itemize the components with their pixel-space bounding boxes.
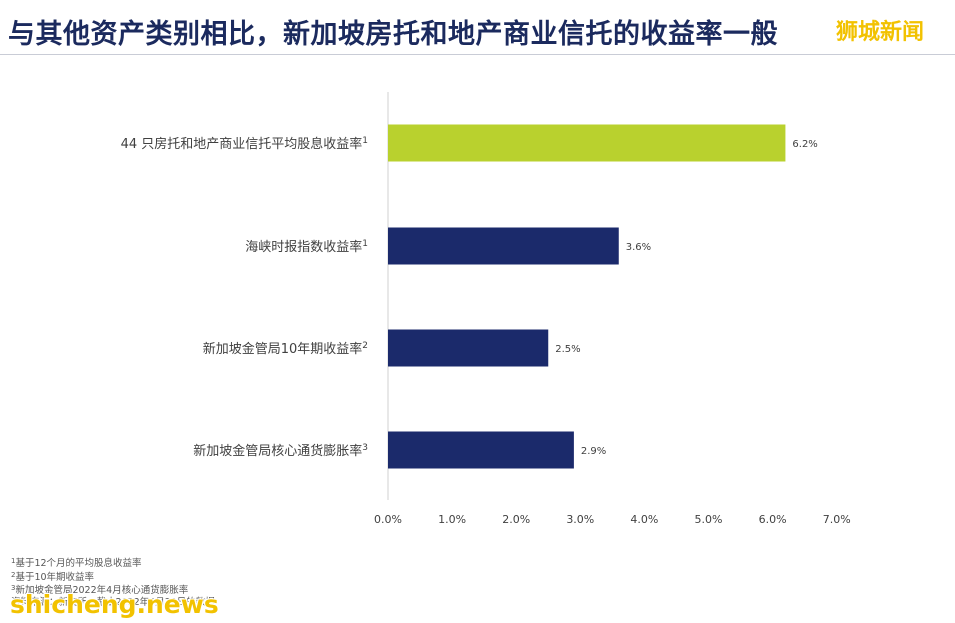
footnote-ref: 1 xyxy=(362,239,368,249)
x-tick-label: 3.0% xyxy=(566,513,594,526)
footnote-2: 2基于10年期收益率 xyxy=(11,570,215,584)
category-label-3: 新加坡金管局10年期收益率2 xyxy=(203,341,368,357)
data-label-1: 6.2% xyxy=(792,139,817,150)
footnote-marker: 3 xyxy=(11,584,16,592)
category-label-4: 新加坡金管局核心通货膨胀率3 xyxy=(193,443,368,459)
footnote-text: 新加坡金管局2022年4月核心通货膨胀率 xyxy=(15,585,189,596)
watermark-bottom: shicheng.news xyxy=(10,590,219,619)
data-label-2: 3.6% xyxy=(626,242,651,253)
x-tick-label: 2.0% xyxy=(502,513,530,526)
x-tick-label: 4.0% xyxy=(630,513,658,526)
data-label-3: 2.5% xyxy=(555,344,580,355)
page-title: 与其他资产类别相比，新加坡房托和地产商业信托的收益率一般 xyxy=(8,19,778,50)
footnote-text: 资料来源：新交所、截止2022年4月30日的数据 xyxy=(11,596,215,608)
bar-3 xyxy=(388,329,549,367)
x-tick-label: 7.0% xyxy=(823,513,851,526)
title-divider xyxy=(0,54,955,55)
footnote-text: 基于10年期收益率 xyxy=(15,571,95,583)
x-tick-label: 0.0% xyxy=(374,513,402,526)
footnote-ref: 3 xyxy=(362,443,368,453)
footnote-text: 基于12个月的平均股息收益率 xyxy=(15,558,142,569)
x-tick-label: 5.0% xyxy=(695,513,723,526)
category-label-2: 海峡时报指数收益率1 xyxy=(245,239,368,255)
footnote-ref: 2 xyxy=(362,341,368,351)
footnote-marker: 2 xyxy=(11,570,16,579)
watermark-top: 狮城新闻 xyxy=(836,20,925,45)
category-label-1: 44 只房托和地产商业信托平均股息收益率1 xyxy=(121,136,368,152)
footnote-ref: 1 xyxy=(362,136,368,146)
bar-2 xyxy=(388,227,619,265)
footnote-4: 资料来源：新交所、截止2022年4月30日的数据 xyxy=(11,597,215,609)
x-tick-label: 6.0% xyxy=(759,513,787,526)
footnote-1: 1基于12个月的平均股息收益率 xyxy=(11,556,215,570)
data-label-4: 2.9% xyxy=(581,446,606,457)
footnote-marker: 1 xyxy=(11,557,16,565)
footnotes: 1基于12个月的平均股息收益率 2基于10年期收益率 3新加坡金管局2022年4月核… xyxy=(11,556,215,608)
bar-4 xyxy=(388,431,574,469)
bar-1 xyxy=(388,124,786,162)
x-tick-label: 1.0% xyxy=(438,513,466,526)
footnote-3: 3新加坡金管局2022年4月核心通货膨胀率 xyxy=(11,583,215,597)
